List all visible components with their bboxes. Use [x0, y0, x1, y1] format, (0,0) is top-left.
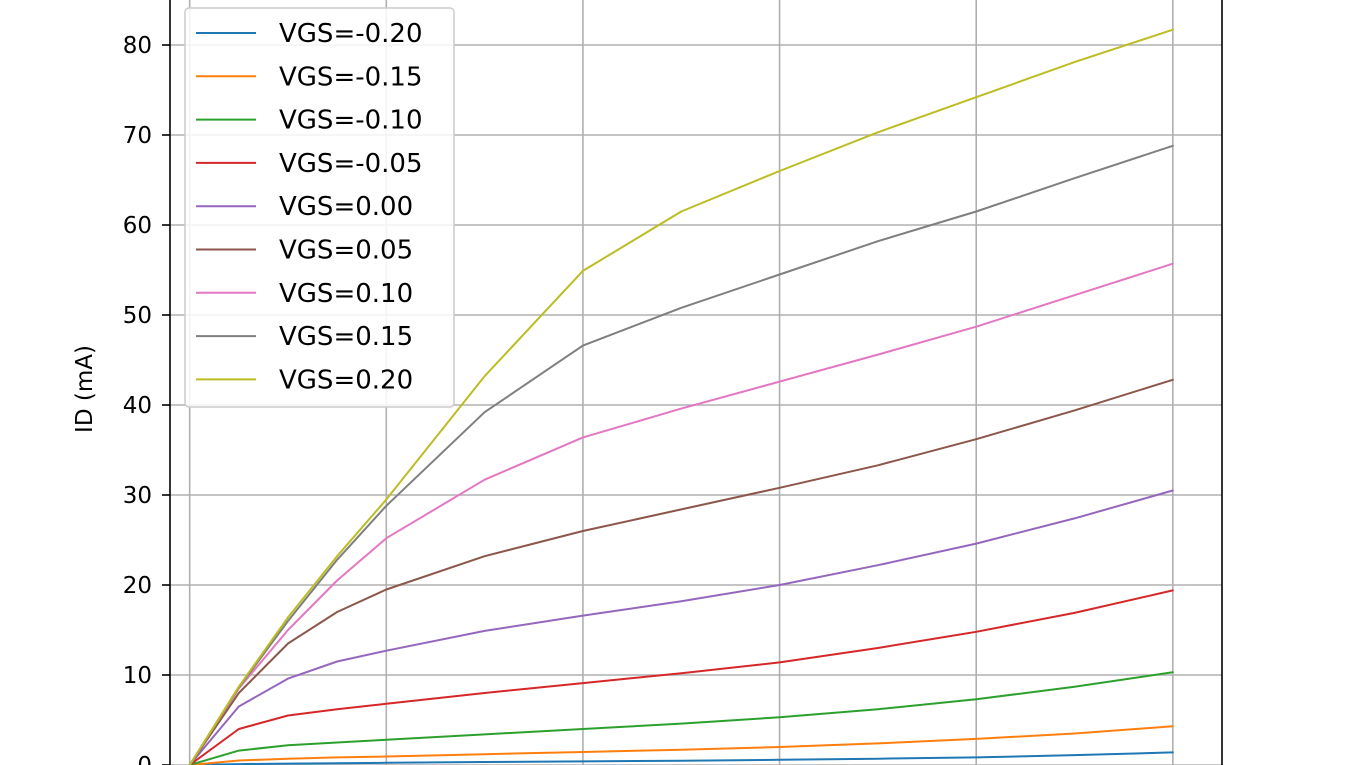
- axes: [169, 0, 1223, 765]
- legend-label: VGS=0.05: [279, 236, 413, 266]
- legend-box: [184, 7, 455, 408]
- y-tick-label: 70: [123, 123, 152, 149]
- y-tick-label: 60: [123, 213, 152, 239]
- series-line: [188, 725, 1174, 765]
- series-line: [188, 262, 1174, 765]
- y-ticks: 0 10 20 30 40 50 60 70 80: [123, 33, 170, 765]
- legend-label: VGS=-0.05: [279, 149, 423, 179]
- y-tick-label: 20: [123, 573, 152, 599]
- y-tick-label: 80: [123, 33, 152, 59]
- series-line: [188, 671, 1174, 765]
- y-tick-label: 10: [123, 663, 152, 689]
- legend-label: VGS=-0.10: [279, 106, 423, 136]
- y-tick-label: 0: [137, 753, 152, 765]
- y-tick-label: 30: [123, 483, 152, 509]
- series-line: [188, 589, 1174, 765]
- series-line: [188, 751, 1174, 765]
- legend-label: VGS=-0.15: [279, 62, 423, 92]
- legend: VGS=-0.20 VGS=-0.15 VGS=-0.10 VGS=-0.05 VGS=…: [184, 7, 455, 408]
- series-line: [188, 489, 1174, 765]
- series-lines: [188, 28, 1174, 765]
- y-tick-label: 50: [123, 303, 152, 329]
- legend-label: VGS=0.00: [279, 192, 413, 222]
- legend-label: VGS=0.15: [279, 322, 413, 352]
- legend-label: VGS=0.20: [279, 365, 413, 395]
- series-line: [188, 28, 1174, 765]
- series-line: [188, 144, 1174, 765]
- legend-label: VGS=0.10: [279, 279, 413, 309]
- y-axis-label: ID (mA): [72, 345, 98, 433]
- y-tick-label: 40: [123, 393, 152, 419]
- legend-label: VGS=-0.20: [279, 19, 423, 49]
- series-line: [188, 378, 1174, 765]
